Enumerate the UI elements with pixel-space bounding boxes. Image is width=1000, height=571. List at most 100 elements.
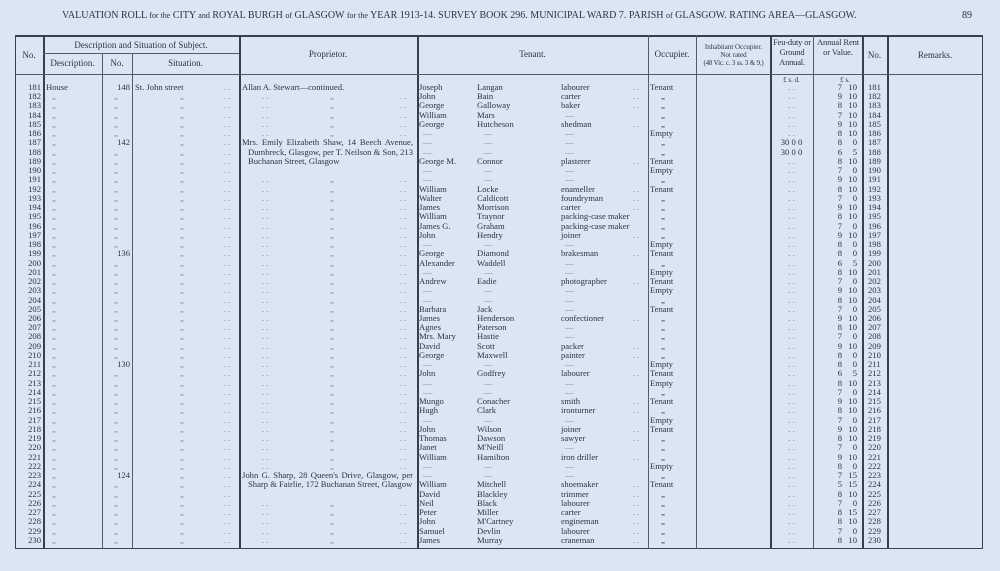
description-ditto: „ (52, 516, 56, 527)
house-number: „ (114, 118, 118, 129)
proprietor-ditto: „ (330, 248, 334, 259)
proprietor-ditto-dots: . . (400, 276, 407, 287)
proprietor-ditto-dots: . . (262, 386, 269, 397)
tenant-surname: Jack (477, 303, 493, 314)
row-number: 183 (28, 100, 41, 111)
title-part: YEAR 1913-14. SURVEY BOOK 296. MUNICIPAL… (370, 10, 664, 21)
proprietor-ditto: „ (330, 266, 334, 277)
situation-ditto: „ (180, 322, 184, 333)
proprietor-ditto-dots: . . (262, 349, 269, 360)
tenant-surname: Connor (477, 155, 503, 166)
header-annual-rent: Annual Rent or Value. (816, 37, 860, 57)
tenant-occupation: — (565, 285, 574, 296)
feu-duty: . . (788, 183, 795, 194)
title-part: GLASGOW (294, 10, 345, 21)
proprietor-ditto-dots: . . (262, 451, 269, 462)
proprietor-ditto-dots: . . (400, 266, 407, 277)
situation-ditto: „ (180, 359, 184, 370)
description-ditto: „ (52, 405, 56, 416)
tenant-occupation: baker (561, 100, 581, 111)
occupier: „ (661, 313, 665, 323)
situation-ditto: „ (180, 488, 184, 499)
row-number: 201 (28, 266, 41, 277)
tenant-occupation: plasterer (561, 155, 591, 166)
occupier: Empty (650, 460, 673, 471)
proprietor-ditto-dots: . . (262, 128, 269, 139)
title-part: CITY (172, 10, 196, 21)
row-number-right: 215 (868, 396, 881, 407)
row-number-right: 226 (868, 497, 881, 508)
proprietor-ditto-dots: . . (262, 91, 269, 102)
tenant-surname: Mitchell (477, 479, 507, 490)
proprietor-ditto: „ (330, 294, 334, 305)
row-number-right: 205 (868, 303, 881, 314)
tenant-occupation: — (565, 165, 574, 176)
tenant-surname: Hamilton (477, 451, 510, 462)
rent-pounds: 7 (837, 331, 842, 342)
occupation-dots: . . (633, 497, 640, 508)
house-number: „ (114, 451, 118, 462)
row-number: 218 (28, 423, 41, 434)
row-number-right: 195 (868, 211, 881, 222)
rent-shillings: 0 (852, 331, 857, 342)
rent-shillings: 15 (848, 507, 857, 518)
row-number: 225 (28, 488, 41, 499)
row-number: 214 (28, 386, 41, 397)
rent-shillings: 0 (852, 525, 857, 536)
proprietor-ditto-dots: . . (400, 285, 407, 296)
rent-units: £ s. (840, 76, 850, 84)
feu-duty: . . (788, 211, 795, 222)
description-ditto: „ (52, 359, 56, 370)
situation-dots: . . (224, 303, 231, 314)
house-number: 124 (117, 470, 130, 481)
row-number-right: 225 (868, 488, 881, 499)
situation-dots: . . (224, 525, 231, 536)
tenant-occupation: craneman (561, 534, 595, 545)
proprietor-ditto-dots: . . (400, 386, 407, 397)
situation-ditto: „ (180, 137, 184, 148)
proprietor-ditto-dots: . . (262, 303, 269, 314)
tenant-occupation: packer (561, 340, 584, 351)
description-ditto: „ (52, 211, 56, 222)
proprietor-ditto-dots: . . (262, 192, 269, 203)
tenant-first-name: Hugh (419, 405, 439, 416)
occupier: Empty (650, 285, 673, 296)
situation-ditto: „ (180, 396, 184, 407)
situation-dots: . . (224, 414, 231, 425)
situation-dots: . . (224, 359, 231, 370)
header-description-group: Description and Situation of Subject. (74, 40, 208, 50)
proprietor-ditto-dots: . . (262, 340, 269, 351)
feu-duty: . . (788, 488, 795, 499)
row-number: 229 (28, 525, 41, 536)
proprietor-ditto: „ (330, 396, 334, 407)
feu-duty: . . (788, 118, 795, 129)
description-ditto: „ (52, 349, 56, 360)
proprietor-ditto-dots: . . (400, 202, 407, 213)
proprietor-entry: Mrs. Emily Elizabeth Shaw, 14 Beech Aven… (242, 137, 414, 166)
row-number: 228 (28, 516, 41, 527)
tenant-first-name: Walter (419, 192, 442, 203)
situation-dots: . . (224, 534, 231, 545)
situation-dots: . . (224, 248, 231, 259)
rent-shillings: 10 (848, 155, 857, 166)
rent-pounds: 6 (837, 368, 842, 379)
row-number-right: 219 (868, 433, 881, 444)
house-number: „ (114, 497, 118, 508)
occupier: „ (661, 202, 665, 213)
proprietor-ditto-dots: . . (400, 534, 407, 545)
tenant-occupation: — (565, 470, 574, 481)
rent-shillings: 10 (848, 534, 857, 545)
occupation-dots: . . (633, 248, 640, 259)
tenant-surname: Dawson (477, 433, 506, 444)
proprietor-ditto-dots: . . (262, 423, 269, 434)
occupation-dots: . . (633, 118, 640, 129)
rent-pounds: 7 (837, 276, 842, 287)
column-divider (648, 35, 649, 549)
rent-pounds: 8 (837, 294, 842, 305)
feu-duty: . . (788, 340, 795, 351)
row-number: 207 (28, 322, 41, 333)
occupier: „ (661, 137, 665, 148)
situation-dots: . . (224, 220, 231, 231)
row-number: 198 (28, 239, 41, 250)
header-feu-duty: Feu-duty or Ground Annual. (773, 37, 811, 67)
